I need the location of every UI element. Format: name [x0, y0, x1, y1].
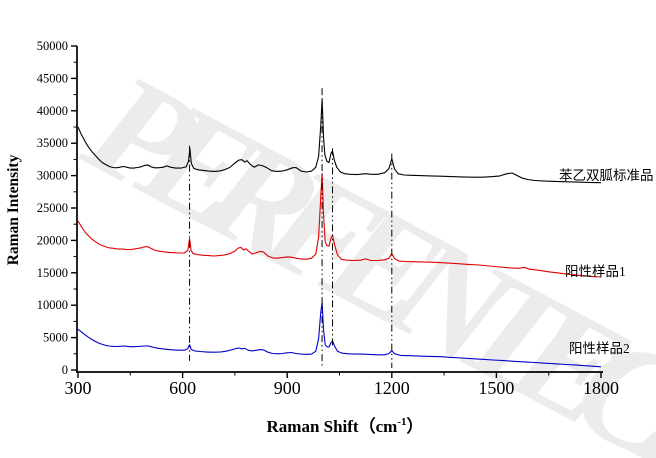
spectra-curves [77, 98, 602, 368]
x-axis-title-close: ） [406, 416, 423, 436]
watermark-text: PERFENTECH [62, 40, 656, 458]
series-curve-2 [77, 302, 602, 368]
x-axis-title-superscript: -1 [397, 416, 406, 428]
y-tick-label: 50000 [37, 39, 68, 53]
x-tick-label: 1800 [583, 378, 619, 398]
x-axis-title: Raman Shift（cm-1） [267, 416, 424, 436]
x-tick-label: 600 [169, 378, 196, 398]
y-tick-label: 0 [62, 363, 68, 377]
y-tick-label: 25000 [37, 201, 68, 215]
series-curve-1 [77, 173, 602, 278]
y-tick-label: 15000 [37, 266, 68, 280]
axes [71, 45, 603, 378]
y-tick-label: 40000 [37, 104, 68, 118]
tick-labels: 300 600 900 1200 1500 1800 0 5000 10000 15000 2000… [37, 39, 619, 398]
x-tick-label: 1500 [478, 378, 514, 398]
series-label-0: 苯乙双胍标准品 [559, 168, 654, 183]
y-tick-label: 20000 [37, 233, 68, 247]
series-curve-0 [77, 98, 602, 184]
series-label-2: 阳性样品2 [569, 341, 630, 356]
y-axis-title: Raman Intensity [5, 154, 22, 265]
y-tick-label: 5000 [43, 331, 68, 345]
y-tick-label: 30000 [37, 169, 68, 183]
x-tick-label: 1200 [374, 378, 410, 398]
series-label-1: 阳性样品1 [565, 264, 626, 279]
x-tick-label: 900 [274, 378, 301, 398]
x-axis-title-main: Raman Shift（cm [267, 416, 398, 436]
y-tick-label: 45000 [37, 71, 68, 85]
peak-reference-lines [189, 88, 393, 369]
y-tick-label: 35000 [37, 136, 68, 150]
x-tick-label: 300 [65, 378, 92, 398]
y-tick-label: 10000 [37, 298, 68, 312]
